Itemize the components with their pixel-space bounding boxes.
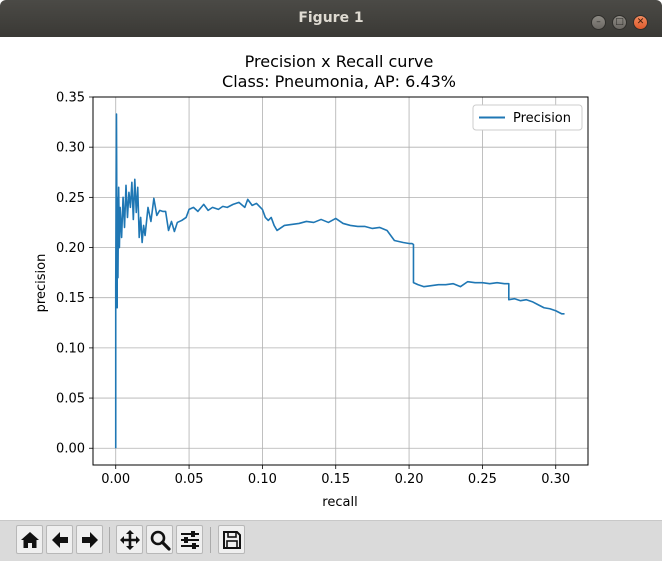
- y-tick-label: 0.10: [56, 341, 85, 356]
- home-button[interactable]: [16, 525, 43, 554]
- y-tick-label: 0.35: [56, 91, 85, 106]
- pan-button[interactable]: [116, 525, 143, 554]
- chart-title: Precision x Recall curve: [245, 52, 434, 71]
- maximize-icon[interactable]: □: [612, 15, 627, 30]
- figure-canvas[interactable]: Precision x Recall curve Class: Pneumoni…: [0, 37, 662, 520]
- title-bar[interactable]: Figure 1 – □ ✕: [0, 0, 662, 37]
- chart: Precision x Recall curve Class: Pneumoni…: [34, 52, 589, 510]
- x-tick-label: 0.00: [101, 472, 130, 487]
- sliders-icon: [180, 530, 199, 549]
- y-tick-label: 0.05: [56, 392, 85, 407]
- floppy-disk-icon: [222, 530, 241, 549]
- legend-label: Precision: [513, 111, 571, 126]
- y-tick-label: 0.25: [56, 191, 85, 206]
- x-tick-label: 0.05: [175, 472, 204, 487]
- toolbar-separator: [109, 527, 110, 553]
- x-tick-label: 0.25: [468, 472, 497, 487]
- y-tick-label: 0.20: [56, 241, 85, 256]
- navigation-toolbar: [0, 520, 662, 561]
- window-title: Figure 1: [298, 10, 364, 26]
- y-tick-label: 0.30: [56, 141, 85, 156]
- move-icon: [119, 529, 140, 550]
- x-axis-label: recall: [322, 495, 357, 510]
- x-tick-label: 0.10: [248, 472, 277, 487]
- legend: Precision: [472, 104, 583, 131]
- chart-subtitle: Class: Pneumonia, AP: 6.43%: [222, 72, 456, 91]
- forward-button[interactable]: [76, 525, 103, 554]
- close-icon[interactable]: ✕: [633, 15, 648, 30]
- back-button[interactable]: [46, 525, 73, 554]
- toolbar-separator: [210, 527, 211, 553]
- home-icon: [20, 531, 39, 548]
- save-button[interactable]: [218, 525, 245, 554]
- zoom-button[interactable]: [146, 525, 173, 554]
- minimize-icon[interactable]: –: [591, 15, 606, 30]
- y-tick-label: 0.15: [56, 291, 85, 306]
- x-tick-label: 0.20: [395, 472, 424, 487]
- arrow-right-icon: [81, 531, 98, 548]
- y-axis-label: precision: [34, 254, 49, 313]
- arrow-left-icon: [51, 531, 68, 548]
- x-tick-label: 0.15: [321, 472, 350, 487]
- plot-frame: [92, 96, 589, 466]
- y-tick-label: 0.00: [56, 442, 85, 457]
- configure-subplots-button[interactable]: [176, 525, 203, 554]
- magnifier-icon: [150, 530, 171, 551]
- x-tick-label: 0.30: [541, 472, 570, 487]
- precision-series-line: [114, 113, 565, 449]
- legend-box: [472, 104, 583, 131]
